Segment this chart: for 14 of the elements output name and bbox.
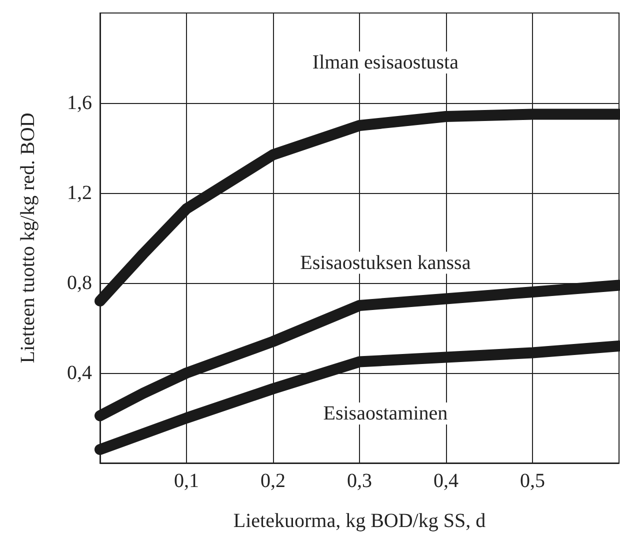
y-tick-label: 1,2 xyxy=(67,182,92,204)
text: Ilman esisaostusta xyxy=(312,52,459,74)
x-tick-label: 0,2 xyxy=(260,470,286,492)
series-label: Esisaostaminen xyxy=(323,402,448,424)
x-tick-label: 0,5 xyxy=(520,470,545,492)
series-label: Esisaostuksen kanssa xyxy=(300,252,471,274)
x-tick-label: 0,3 xyxy=(347,470,372,492)
y-axis-title: Lietteen tuotto kg/kg red. BOD xyxy=(17,112,39,364)
x-axis-title: Lietekuorma, kg BOD/kg SS, d xyxy=(233,510,486,532)
y-tick-label: 1,6 xyxy=(67,92,92,114)
x-tick-label: 0,4 xyxy=(434,470,458,492)
y-tick-label: 0,4 xyxy=(67,362,92,384)
y-tick-label: 0,8 xyxy=(67,272,92,294)
x-tick-label: 0,1 xyxy=(174,470,199,492)
